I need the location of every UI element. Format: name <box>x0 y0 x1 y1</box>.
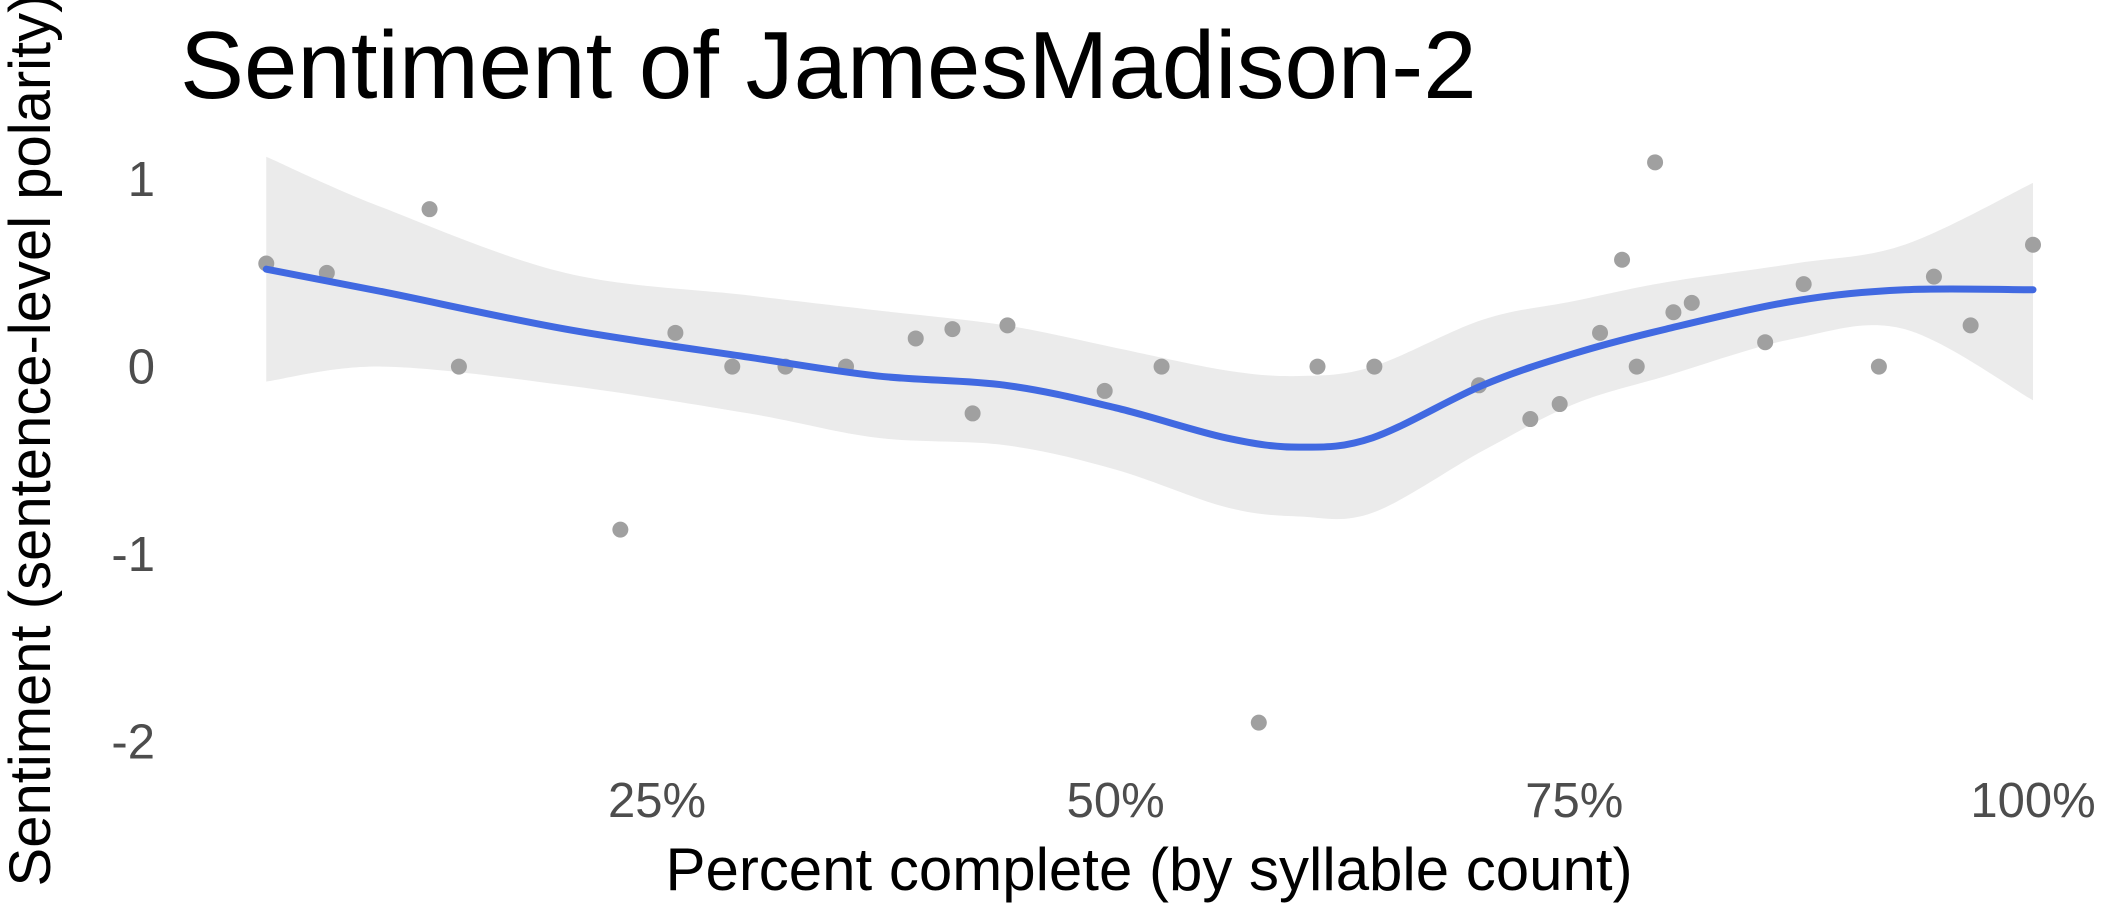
x-tick-label: 100% <box>1970 774 2095 828</box>
y-tick-label: 1 <box>128 153 155 207</box>
data-point <box>1795 276 1812 293</box>
data-point <box>1962 317 1979 334</box>
y-axis-title: Sentiment (sentence-level polarity) <box>0 0 63 886</box>
data-point <box>1551 396 1568 413</box>
data-point <box>1628 358 1645 375</box>
data-point <box>2025 236 2041 253</box>
data-point <box>1757 334 1774 351</box>
data-point <box>1665 304 1682 321</box>
data-point <box>667 324 684 341</box>
data-point <box>1522 411 1539 428</box>
data-point <box>1870 358 1887 375</box>
data-point <box>964 405 981 422</box>
data-point <box>1647 154 1664 171</box>
data-point <box>450 358 467 375</box>
y-tick-label: 0 <box>128 341 155 395</box>
data-point <box>1592 324 1609 341</box>
chart-title: Sentiment of JamesMadison-2 <box>180 12 1477 119</box>
y-tick-label: -2 <box>111 715 155 769</box>
data-point <box>907 330 924 347</box>
x-tick-label: 25% <box>608 774 706 828</box>
data-point <box>1614 251 1631 268</box>
smooth-line <box>262 265 2037 451</box>
data-point <box>1309 358 1326 375</box>
data-point <box>999 317 1016 334</box>
x-tick-label: 50% <box>1067 774 1165 828</box>
data-point <box>1366 358 1383 375</box>
data-point <box>724 358 741 375</box>
y-tick-label: -1 <box>111 528 155 582</box>
x-tick-label: 75% <box>1525 774 1623 828</box>
data-point <box>612 521 629 538</box>
x-axis-title: Percent complete (by syllable count) <box>665 836 1632 903</box>
data-point <box>1925 268 1942 285</box>
data-point <box>1096 382 1113 399</box>
data-point <box>1683 294 1700 311</box>
data-point <box>1153 358 1170 375</box>
data-point <box>421 201 438 218</box>
data-point <box>944 321 961 338</box>
data-point <box>1250 714 1267 731</box>
